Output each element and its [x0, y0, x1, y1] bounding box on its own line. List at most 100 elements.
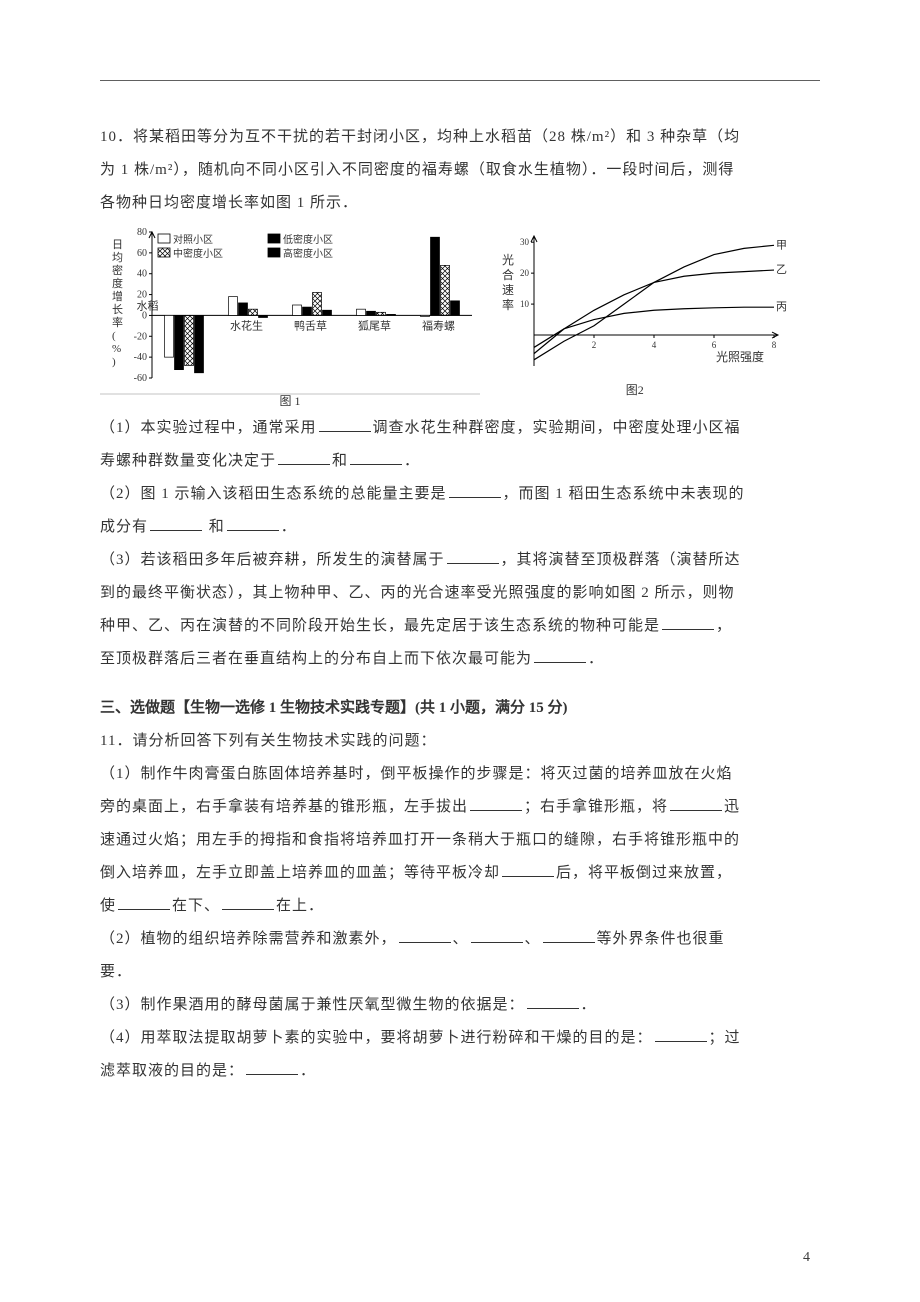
blank: [655, 1027, 707, 1042]
svg-text:丙: 丙: [776, 301, 787, 313]
blank: [150, 516, 202, 531]
svg-text:80: 80: [137, 227, 147, 238]
svg-text:%: %: [112, 343, 121, 355]
svg-text:水稻: 水稻: [137, 299, 159, 312]
text: 要．: [100, 964, 132, 980]
text: 调查水花生种群密度，实验期间，中密度处理小区福: [373, 420, 741, 436]
svg-text:20: 20: [137, 290, 147, 301]
blank: [399, 928, 451, 943]
text: 10．将某稻田等分为互不干扰的若干封闭小区，均种上水稻苗（28 株/m²）和 3…: [100, 129, 740, 145]
text: ．: [300, 1063, 316, 1079]
svg-text:甲: 甲: [776, 239, 787, 251]
document-page: 10．将某稻田等分为互不干扰的若干封闭小区，均种上水稻苗（28 株/m²）和 3…: [0, 0, 920, 1302]
svg-text:合: 合: [502, 267, 514, 282]
svg-text:10: 10: [520, 299, 530, 309]
blank: [278, 450, 330, 465]
svg-text:低密度小区: 低密度小区: [283, 233, 333, 246]
svg-text:): ): [112, 356, 116, 368]
q10-part3: （3）若该稻田多年后被弃耕，所发生的演替属于 ，其将演替至顶极群落（演替所达 到的…: [100, 544, 820, 676]
svg-text:-40: -40: [134, 352, 147, 363]
blank: [543, 928, 595, 943]
text: （2）植物的组织培养除需营养和激素外，: [100, 931, 397, 947]
text: 种甲、乙、丙在演替的不同阶段开始生长，最先定居于该生态系统的物种可能是: [100, 618, 660, 634]
svg-text:率: 率: [112, 315, 123, 329]
text: ．: [281, 519, 297, 535]
blank: [527, 994, 579, 1009]
svg-text:-20: -20: [134, 331, 147, 342]
svg-text:光: 光: [502, 253, 514, 267]
svg-text:8: 8: [772, 340, 777, 350]
text: 寿螺种群数量变化决定于: [100, 453, 276, 469]
blank: [118, 895, 170, 910]
text: ；右手拿锥形瓶，将: [524, 799, 668, 815]
svg-text:度: 度: [112, 276, 123, 290]
blank: [447, 549, 499, 564]
text: 倒入培养皿，左手立即盖上培养皿的皿盖；等待平板冷却: [100, 865, 500, 881]
svg-text:高密度小区: 高密度小区: [283, 247, 333, 260]
text: 在下、: [172, 898, 220, 914]
blank: [227, 516, 279, 531]
blank: [534, 648, 586, 663]
svg-text:60: 60: [137, 248, 147, 259]
text: 11．请分析回答下列有关生物技术实践的问题：: [100, 733, 436, 749]
q11-intro: 11．请分析回答下列有关生物技术实践的问题：: [100, 725, 820, 758]
text: 、: [525, 931, 541, 947]
svg-text:-60: -60: [134, 373, 147, 384]
text: 为 1 株/m²），随机向不同小区引入不同密度的福寿螺（取食水生植物）．一段时间…: [100, 162, 734, 178]
svg-text:日: 日: [112, 239, 123, 251]
text: 各物种日均密度增长率如图 1 所示．: [100, 195, 358, 211]
svg-text:光照强度: 光照强度: [716, 349, 764, 364]
text: （3）若该稻田多年后被弃耕，所发生的演替属于: [100, 552, 445, 568]
svg-text:对照小区: 对照小区: [173, 233, 213, 246]
figures-row: -60-40-20020406080日均密度增长率(%)对照小区低密度小区中密度…: [100, 226, 820, 406]
text: ，而图 1 稻田生态系统中未表现的: [503, 486, 745, 502]
svg-text:速: 速: [502, 283, 514, 297]
svg-text:(: (: [112, 330, 116, 342]
text: 到的最终平衡状态），其上物种甲、乙、丙的光合速率受光照强度的影响如图 2 所示，…: [100, 585, 735, 601]
svg-text:长: 长: [112, 303, 123, 316]
text: ，其将演替至顶极群落（演替所达: [501, 552, 741, 568]
svg-text:乙: 乙: [776, 263, 787, 276]
text: 和: [332, 453, 348, 469]
svg-text:水花生: 水花生: [230, 318, 263, 332]
svg-text:20: 20: [520, 268, 530, 278]
text: 成分有: [100, 519, 148, 535]
svg-text:福寿螺: 福寿螺: [422, 318, 455, 332]
text: ．: [404, 453, 420, 469]
q11-part3: （3）制作果酒用的酵母菌属于兼性厌氧型微生物的依据是：．: [100, 989, 820, 1022]
figure-1-bar-chart: -60-40-20020406080日均密度增长率(%)对照小区低密度小区中密度…: [100, 226, 480, 406]
blank: [662, 615, 714, 630]
text: ，: [716, 618, 732, 634]
q10-part1: （1）本实验过程中，通常采用调查水花生种群密度，实验期间，中密度处理小区福 寿螺…: [100, 412, 820, 478]
q10-part2: （2）图 1 示输入该稻田生态系统的总能量主要是 ，而图 1 稻田生态系统中未表现…: [100, 478, 820, 544]
svg-text:图 1: 图 1: [279, 394, 300, 406]
svg-text:2: 2: [592, 340, 597, 350]
svg-text:密: 密: [112, 263, 123, 277]
svg-text:4: 4: [652, 340, 657, 350]
text: 、: [453, 931, 469, 947]
svg-text:中密度小区: 中密度小区: [173, 247, 223, 260]
q11-part1: （1）制作牛肉膏蛋白胨固体培养基时，倒平板操作的步骤是：将灭过菌的培养皿放在火焰…: [100, 758, 820, 923]
text: 在上．: [276, 898, 324, 914]
text: ．: [588, 651, 604, 667]
text: 等外界条件也很重: [597, 931, 725, 947]
blank: [670, 796, 722, 811]
q10-intro: 10．将某稻田等分为互不干扰的若干封闭小区，均种上水稻苗（28 株/m²）和 3…: [100, 121, 820, 220]
svg-text:率: 率: [502, 297, 514, 312]
blank: [222, 895, 274, 910]
q11-part4: （4）用萃取法提取胡萝卜素的实验中，要将胡萝卜进行粉碎和干燥的目的是：；过 滤萃…: [100, 1022, 820, 1088]
figure-2-line-chart: 1020302468光合速率光照强度甲乙丙图2: [488, 226, 788, 396]
text: （4）用萃取法提取胡萝卜素的实验中，要将胡萝卜进行粉碎和干燥的目的是：: [100, 1030, 653, 1046]
text: 和: [204, 519, 225, 535]
svg-text:均: 均: [112, 251, 123, 264]
blank: [470, 796, 522, 811]
blank: [449, 483, 501, 498]
blank: [246, 1060, 298, 1075]
text: 速通过火焰；用左手的拇指和食指将培养皿打开一条稍大于瓶口的缝隙，右手将锥形瓶中的: [100, 832, 740, 848]
blank: [502, 862, 554, 877]
section-3-heading: 三、选做题【生物一选修 1 生物技术实践专题】(共 1 小题，满分 15 分): [100, 692, 820, 725]
text: （2）图 1 示输入该稻田生态系统的总能量主要是: [100, 486, 447, 502]
text: ．: [581, 997, 597, 1013]
text: 旁的桌面上，右手拿装有培养基的锥形瓶，左手拔出: [100, 799, 468, 815]
text: ；过: [709, 1030, 741, 1046]
